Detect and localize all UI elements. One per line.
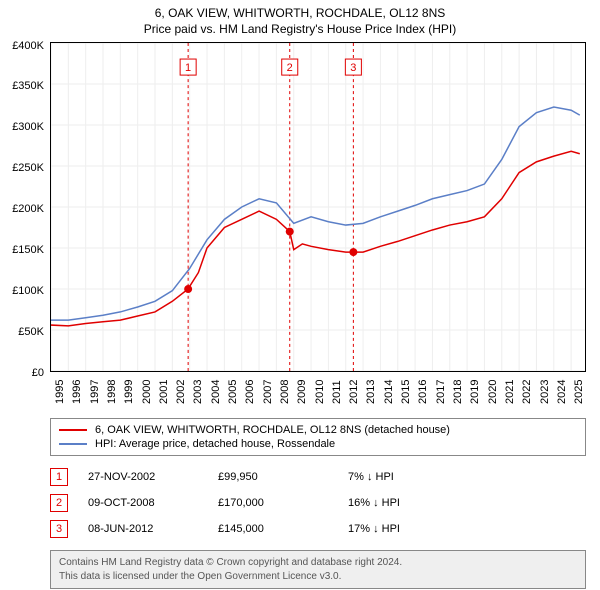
x-tick-label: 2005 <box>227 380 239 404</box>
x-tick-label: 2015 <box>400 380 412 404</box>
event-row: 1 27-NOV-2002 £99,950 7% ↓ HPI <box>50 464 586 490</box>
y-tick-label: £250K <box>12 162 44 174</box>
x-tick-label: 2022 <box>521 380 533 404</box>
event-date: 09-OCT-2008 <box>88 497 198 509</box>
chart-svg: 1 2 3 <box>51 43 585 371</box>
x-tick-label: 2017 <box>435 380 447 404</box>
x-tick-label: 2018 <box>452 380 464 404</box>
y-axis-labels: £0£50K£100K£150K£200K£250K£300K£350K£400… <box>0 44 48 374</box>
y-tick-label: £0 <box>32 367 44 379</box>
y-tick-label: £200K <box>12 203 44 215</box>
svg-text:2: 2 <box>287 62 293 74</box>
x-tick-label: 2021 <box>504 380 516 404</box>
title-block: 6, OAK VIEW, WHITWORTH, ROCHDALE, OL12 8… <box>0 0 600 36</box>
x-tick-label: 2025 <box>573 380 585 404</box>
x-tick-label: 2010 <box>314 380 326 404</box>
title-line-1: 6, OAK VIEW, WHITWORTH, ROCHDALE, OL12 8… <box>0 6 600 20</box>
event-diff: 7% ↓ HPI <box>348 471 448 483</box>
x-tick-label: 1999 <box>123 380 135 404</box>
svg-text:1: 1 <box>185 62 191 74</box>
event-row: 2 09-OCT-2008 £170,000 16% ↓ HPI <box>50 490 586 516</box>
chart-plot-area: 1 2 3 <box>50 42 586 372</box>
x-axis-labels: 1995 1996 1997 1998 1999 2000 2001 2002 2003 2004… <box>50 372 586 412</box>
legend-swatch-blue <box>59 443 87 445</box>
x-tick-label: 2006 <box>244 380 256 404</box>
x-tick-label: 2019 <box>469 380 481 404</box>
legend-label-red: 6, OAK VIEW, WHITWORTH, ROCHDALE, OL12 8… <box>95 424 450 436</box>
y-tick-label: £150K <box>12 244 44 256</box>
event-diff: 16% ↓ HPI <box>348 497 448 509</box>
event-date: 27-NOV-2002 <box>88 471 198 483</box>
event-number-box: 3 <box>50 520 68 538</box>
event-price: £170,000 <box>218 497 328 509</box>
event-price: £99,950 <box>218 471 328 483</box>
legend-item-blue: HPI: Average price, detached house, Ross… <box>59 437 577 451</box>
x-tick-label: 2002 <box>175 380 187 404</box>
event-date: 08-JUN-2012 <box>88 523 198 535</box>
legend-swatch-red <box>59 429 87 431</box>
attribution-line-2: This data is licensed under the Open Gov… <box>59 570 577 584</box>
x-tick-label: 2012 <box>348 380 360 404</box>
x-tick-label: 2003 <box>192 380 204 404</box>
event-diff: 17% ↓ HPI <box>348 523 448 535</box>
x-tick-label: 2004 <box>210 380 222 404</box>
x-tick-label: 2014 <box>383 380 395 404</box>
title-line-2: Price paid vs. HM Land Registry's House … <box>0 22 600 36</box>
y-tick-label: £100K <box>12 285 44 297</box>
figure-root: 6, OAK VIEW, WHITWORTH, ROCHDALE, OL12 8… <box>0 0 600 590</box>
x-tick-label: 1998 <box>106 380 118 404</box>
x-tick-label: 1995 <box>54 380 66 404</box>
x-tick-label: 2016 <box>417 380 429 404</box>
x-tick-label: 1997 <box>89 380 101 404</box>
x-tick-label: 2023 <box>539 380 551 404</box>
legend-item-red: 6, OAK VIEW, WHITWORTH, ROCHDALE, OL12 8… <box>59 423 577 437</box>
attribution-box: Contains HM Land Registry data © Crown c… <box>50 550 586 589</box>
x-tick-label: 2013 <box>365 380 377 404</box>
event-number-box: 1 <box>50 468 68 486</box>
event-price: £145,000 <box>218 523 328 535</box>
y-tick-label: £50K <box>18 326 44 338</box>
y-tick-label: £300K <box>12 121 44 133</box>
x-tick-label: 2007 <box>262 380 274 404</box>
x-tick-label: 1996 <box>71 380 83 404</box>
x-tick-label: 2024 <box>556 380 568 404</box>
y-tick-label: £350K <box>12 80 44 92</box>
x-tick-label: 2008 <box>279 380 291 404</box>
events-table: 1 27-NOV-2002 £99,950 7% ↓ HPI 2 09-OCT-2008 £… <box>50 464 586 542</box>
x-tick-label: 2009 <box>296 380 308 404</box>
event-number-box: 2 <box>50 494 68 512</box>
legend: 6, OAK VIEW, WHITWORTH, ROCHDALE, OL12 8… <box>50 418 586 456</box>
svg-text:3: 3 <box>350 62 356 74</box>
x-tick-label: 2000 <box>141 380 153 404</box>
attribution-line-1: Contains HM Land Registry data © Crown c… <box>59 556 577 570</box>
x-tick-label: 2011 <box>331 380 343 404</box>
event-row: 3 08-JUN-2012 £145,000 17% ↓ HPI <box>50 516 586 542</box>
x-tick-label: 2001 <box>158 380 170 404</box>
x-tick-label: 2020 <box>487 380 499 404</box>
y-tick-label: £400K <box>12 40 44 52</box>
legend-label-blue: HPI: Average price, detached house, Ross… <box>95 438 335 450</box>
